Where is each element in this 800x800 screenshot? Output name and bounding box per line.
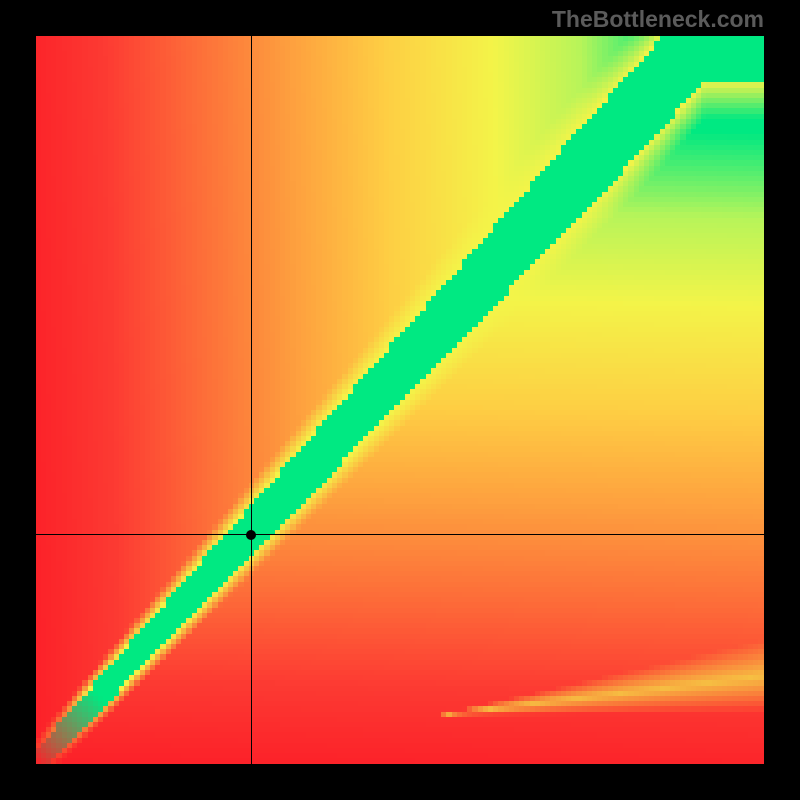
watermark-text: TheBottleneck.com	[552, 6, 764, 33]
crosshair-vertical	[251, 36, 252, 764]
crosshair-horizontal	[36, 534, 764, 535]
heatmap-canvas	[36, 36, 764, 764]
